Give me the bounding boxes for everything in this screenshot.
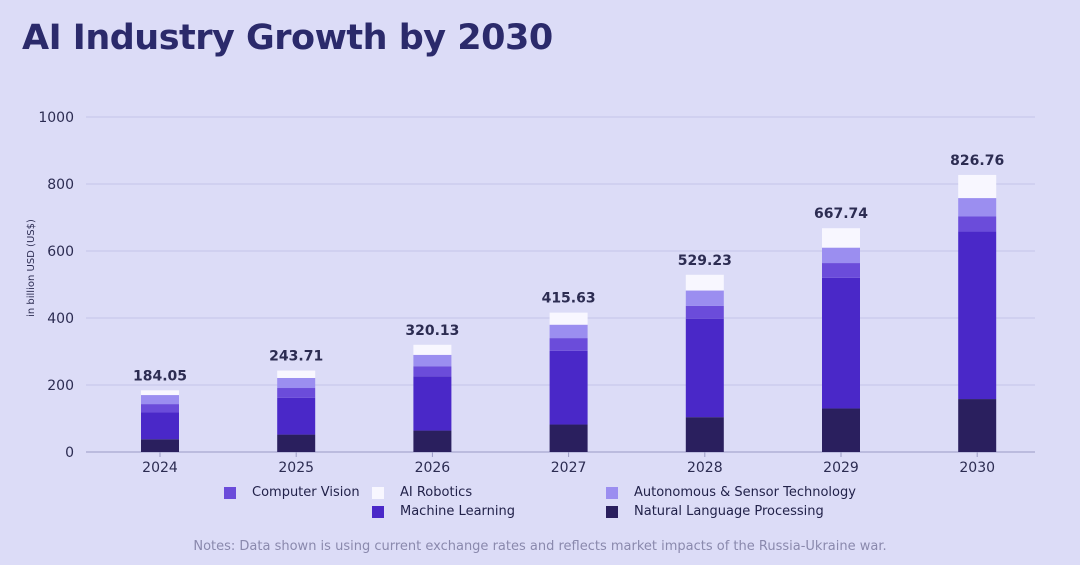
x-tick-label-2025: 2025 xyxy=(278,460,314,476)
bar-2028-computer-vision xyxy=(685,305,724,319)
bars xyxy=(141,174,997,452)
total-label-2030: 826.76 xyxy=(950,153,1004,169)
bar-2026-ai-robotics xyxy=(413,344,452,355)
bar-2029-computer-vision xyxy=(822,263,860,278)
x-tick-label-2028: 2028 xyxy=(687,460,723,476)
bar-2026-machine-learning xyxy=(413,376,452,431)
bar-2026-natural-language-processing xyxy=(413,430,452,452)
y-tick-label-0: 0 xyxy=(65,445,74,461)
y-tick-label-800: 800 xyxy=(47,177,74,193)
bar-2030-ai-robotics xyxy=(958,174,997,199)
total-label-2029: 667.74 xyxy=(814,206,868,222)
bar-2024-computer-vision xyxy=(141,404,179,413)
bar-2024-natural-language-processing xyxy=(141,439,179,452)
total-labels: 184.05 243.71 320.13 415.63 529.23 667.74 826.… xyxy=(133,153,1004,384)
y-tick-label-1000: 1000 xyxy=(38,110,74,126)
x-tick-label-2029: 2029 xyxy=(823,460,859,476)
bar-2029-machine-learning xyxy=(822,277,860,409)
x-tick-label-2027: 2027 xyxy=(551,460,587,476)
bar-2028-natural-language-processing xyxy=(685,417,724,452)
bar-2030-natural-language-processing xyxy=(958,399,997,452)
bar-2030-computer-vision xyxy=(958,216,997,232)
bar-2028-ai-robotics xyxy=(685,274,724,291)
bar-2025-ai-robotics xyxy=(277,370,316,378)
x-axis: 2024 2025 2026 2027 2028 2029 2030 xyxy=(142,452,995,476)
total-label-2028: 529.23 xyxy=(678,253,732,269)
bar-2030-autonomous-sensor-technology xyxy=(958,198,997,217)
bar-2025-natural-language-processing xyxy=(277,434,316,452)
y-tick-label-200: 200 xyxy=(47,378,74,394)
bar-2025-machine-learning xyxy=(277,397,316,435)
bar-2025-computer-vision xyxy=(277,388,316,398)
chart-title: AI Industry Growth by 2030 xyxy=(22,18,553,58)
total-label-2025: 243.71 xyxy=(269,349,323,365)
y-axis-label: in billion USD (US$) xyxy=(26,219,37,317)
bar-2024-autonomous-sensor-technology xyxy=(141,395,179,405)
bar-2025-autonomous-sensor-technology xyxy=(277,377,316,389)
bar-2027-natural-language-processing xyxy=(549,424,588,452)
bar-2027-machine-learning xyxy=(549,350,588,425)
notes-text: Notes: Data shown is using current excha… xyxy=(193,539,887,554)
bar-2027-ai-robotics xyxy=(549,312,588,325)
y-tick-label-600: 600 xyxy=(47,244,74,260)
y-tick-label-400: 400 xyxy=(47,311,74,327)
bar-2030-machine-learning xyxy=(958,231,997,400)
bar-2024-machine-learning xyxy=(141,412,179,440)
bar-2029-ai-robotics xyxy=(822,228,860,248)
x-tick-label-2030: 2030 xyxy=(959,460,995,476)
bar-2028-autonomous-sensor-technology xyxy=(685,290,724,306)
x-tick-label-2026: 2026 xyxy=(415,460,451,476)
bar-2027-autonomous-sensor-technology xyxy=(549,324,588,339)
bar-2024-ai-robotics xyxy=(141,390,179,396)
total-label-2026: 320.13 xyxy=(405,323,459,339)
bar-2029-natural-language-processing xyxy=(822,408,860,452)
bar-2028-machine-learning xyxy=(685,318,724,418)
x-tick-label-2024: 2024 xyxy=(142,460,178,476)
y-axis: 0 200 400 600 800 1000 xyxy=(38,110,74,461)
bar-2027-computer-vision xyxy=(549,338,588,351)
bar-2026-computer-vision xyxy=(413,366,452,377)
bar-2026-autonomous-sensor-technology xyxy=(413,354,452,367)
total-label-2024: 184.05 xyxy=(133,368,187,384)
total-label-2027: 415.63 xyxy=(542,291,596,307)
bar-2029-autonomous-sensor-technology xyxy=(822,247,860,264)
